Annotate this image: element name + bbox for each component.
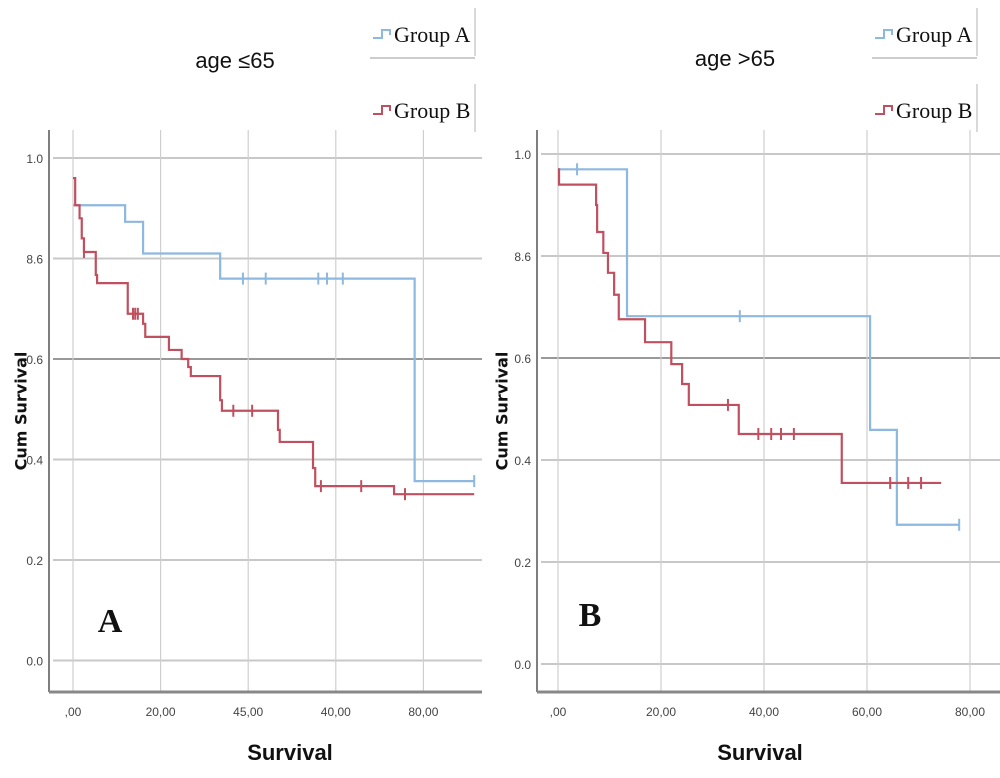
x-axis-label: Survival: [717, 740, 803, 765]
panel-label: B: [579, 597, 602, 634]
y-axis-label: Cum Survival: [12, 352, 31, 471]
y-tick-label: 0.4: [514, 454, 531, 468]
chart-title: age >65: [695, 46, 775, 71]
x-tick-label: 40,00: [321, 705, 351, 719]
y-tick-label: 0.0: [26, 655, 43, 669]
x-tick-label: ,00: [65, 705, 82, 719]
survival-curve-group-a: [73, 204, 475, 483]
y-tick-label: 0.4: [26, 454, 43, 468]
km-panel-A: 1.0 8.6 0.6 0.4 0.2 0.0 ,00 20,00 45,00 40,00 80,0…: [12, 8, 482, 765]
y-tick-label: 0.6: [26, 353, 43, 367]
y-tick-label: 1.0: [514, 148, 531, 162]
legend-swatch-icon: [373, 29, 391, 39]
survival-curve-group-b: [73, 177, 475, 496]
y-tick-label: 0.2: [26, 554, 43, 568]
x-tick-label: ,00: [550, 705, 567, 719]
chart-title: age ≤65: [195, 48, 274, 73]
panel-label: A: [98, 603, 123, 640]
y-axis-label: Cum Survival: [493, 352, 512, 471]
x-tick-label: 45,00: [233, 705, 263, 719]
legend-swatch-icon: [875, 105, 893, 115]
x-tick-label: 80,00: [408, 705, 438, 719]
y-tick-label: 1.0: [26, 152, 43, 166]
y-tick-label: 8.6: [514, 250, 531, 264]
survival-curve-group-b: [557, 168, 942, 485]
x-tick-label: 20,00: [146, 705, 176, 719]
legend-label: Group B: [394, 98, 470, 123]
y-tick-label: 0.0: [514, 658, 531, 672]
km-panel-B: 1.0 8.6 0.6 0.4 0.2 0.0 ,00 20,00 40,00 60,00 80,0…: [493, 8, 1000, 765]
legend-label: Group A: [394, 22, 471, 47]
x-axis-label: Survival: [247, 740, 333, 765]
legend-swatch-icon: [373, 105, 391, 115]
y-tick-label: 0.2: [514, 556, 531, 570]
x-tick-label: 80,00: [955, 705, 985, 719]
legend-label: Group B: [896, 98, 972, 123]
x-tick-label: 60,00: [852, 705, 882, 719]
x-tick-label: 20,00: [646, 705, 676, 719]
x-tick-label: 40,00: [749, 705, 779, 719]
y-tick-label: 8.6: [26, 253, 43, 267]
legend-swatch-icon: [875, 29, 893, 39]
legend-label: Group A: [896, 22, 973, 47]
survival-curve-group-a: [558, 168, 960, 526]
y-tick-label: 0.6: [514, 352, 531, 366]
